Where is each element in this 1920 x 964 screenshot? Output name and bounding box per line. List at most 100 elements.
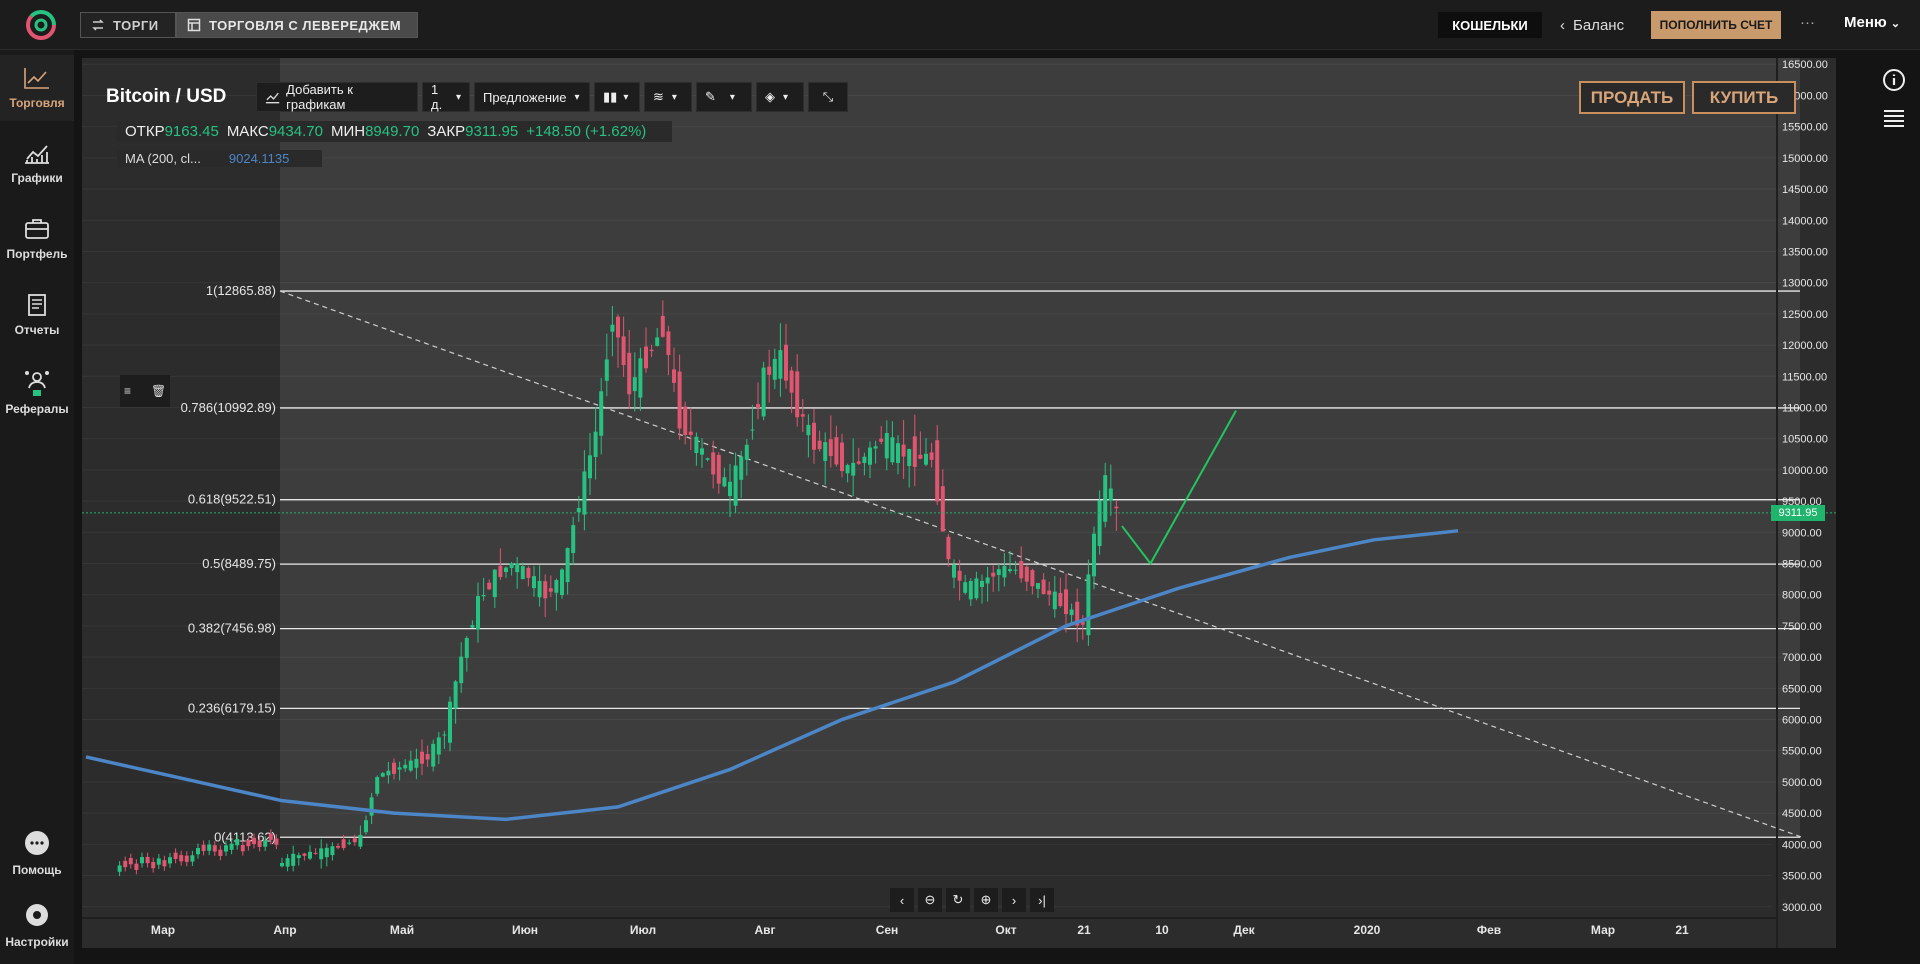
- candle-body: [1108, 488, 1113, 501]
- candle-body: [330, 846, 335, 856]
- candle-body: [313, 852, 318, 854]
- sidebar-item-referrals[interactable]: Рефералы: [0, 358, 74, 424]
- candle-body: [168, 857, 172, 864]
- buy-button[interactable]: КУПИТЬ: [1692, 81, 1796, 114]
- drawing-tools-select[interactable]: ✎ ▾: [696, 82, 752, 112]
- y-tick-label: 16500.00: [1782, 59, 1828, 71]
- help-icon: [25, 831, 49, 855]
- fullscreen-button[interactable]: ⤡: [808, 82, 848, 112]
- price-chart[interactable]: 1(12865.88) 0.786(10992.89) 0.618(9522.51)…: [82, 58, 1836, 948]
- y-tick-label: 8000.00: [1782, 590, 1822, 602]
- candle-body: [896, 443, 900, 463]
- candle-body: [436, 737, 441, 755]
- fib-label: 1(12865.88): [206, 283, 276, 298]
- candle-body: [201, 844, 206, 852]
- candle-body: [1047, 590, 1052, 595]
- y-tick-label: 12500.00: [1782, 309, 1828, 321]
- fib-label: 0.236(6179.15): [188, 700, 276, 715]
- scroll-end-icon[interactable]: ›|: [1030, 888, 1054, 912]
- add-to-charts-button[interactable]: Добавить к графикам: [256, 82, 418, 112]
- candle-body: [683, 406, 688, 435]
- candle-body: [554, 580, 559, 593]
- price-type-select[interactable]: Предложение ▾: [474, 82, 590, 112]
- candle-body: [263, 840, 268, 847]
- chevron-down-icon: ▾: [783, 91, 789, 103]
- y-tick-label: 5500.00: [1782, 746, 1822, 758]
- y-tick-label: 14500.00: [1782, 184, 1828, 196]
- x-tick-label: Фев: [1477, 923, 1501, 937]
- tab-trading[interactable]: ТОРГИ: [80, 12, 176, 38]
- candle-body: [1097, 500, 1102, 547]
- candle-body: [604, 359, 609, 381]
- x-tick-label: Апр: [273, 923, 296, 937]
- y-tick-label: 3500.00: [1782, 871, 1822, 883]
- candle-body: [1080, 622, 1085, 625]
- scroll-right-icon[interactable]: ›: [1002, 888, 1026, 912]
- high-label: МАКС: [226, 123, 269, 140]
- chevron-down-icon: ▾: [623, 91, 629, 103]
- logo-icon[interactable]: [24, 8, 58, 42]
- order-book-icon[interactable]: [1882, 108, 1906, 130]
- y-tick-label: 6500.00: [1782, 683, 1822, 695]
- deposit-button[interactable]: ПОПОЛНИТЬ СЧЕТ: [1651, 11, 1781, 39]
- candle-body: [739, 456, 744, 480]
- indicators-select[interactable]: ≋ ▾: [644, 82, 692, 112]
- balance-toggle[interactable]: ‹ Баланс: [1560, 12, 1624, 38]
- high-value: 9434.70: [268, 123, 323, 140]
- wallets-button[interactable]: КОШЕЛЬКИ: [1438, 12, 1542, 38]
- sidebar-item-help[interactable]: Помощь: [0, 820, 74, 886]
- candle-body: [795, 371, 800, 418]
- layers-select[interactable]: ◈ ▾: [756, 82, 804, 112]
- zoom-out-icon[interactable]: ⊖: [918, 888, 942, 912]
- menu-button[interactable]: Меню ⌄: [1844, 14, 1900, 31]
- sidebar-item-reports[interactable]: Отчеты: [0, 282, 74, 348]
- sidebar-item-portfolio[interactable]: Портфель: [0, 206, 74, 272]
- candle-body: [302, 853, 307, 856]
- fib-tools: ≡ 🗑: [120, 375, 170, 407]
- candle-body: [280, 863, 284, 867]
- candle-body: [935, 440, 940, 502]
- y-tick-label: 10500.00: [1782, 434, 1828, 446]
- candle-body: [392, 762, 396, 774]
- layers-icon: ◈: [765, 89, 775, 104]
- candle-body: [492, 569, 497, 598]
- ma-legend[interactable]: MA (200, cl... 9024.1135: [117, 150, 322, 167]
- tab-leverage[interactable]: ТОРГОВЛЯ С ЛЕВЕРЕДЖЕМ: [176, 12, 418, 38]
- y-tick-label: 6000.00: [1782, 715, 1822, 727]
- sidebar-item-settings[interactable]: Настройки: [0, 892, 74, 958]
- candle-body: [744, 444, 749, 460]
- zoom-in-icon[interactable]: ⊕: [974, 888, 998, 912]
- reset-icon[interactable]: ↻: [946, 888, 970, 912]
- candle-body: [448, 701, 452, 743]
- y-tick-label: 7500.00: [1782, 621, 1822, 633]
- drag-handle-icon[interactable]: ≡: [124, 384, 132, 398]
- scroll-left-icon[interactable]: ‹: [890, 888, 914, 912]
- interval-select[interactable]: 1 д. ▾: [422, 82, 470, 112]
- more-icon[interactable]: ···: [1800, 14, 1815, 31]
- y-tick-label: 11000.00: [1782, 402, 1827, 414]
- info-icon[interactable]: [1882, 68, 1906, 92]
- trash-icon[interactable]: 🗑: [151, 384, 167, 398]
- sidebar-item-trading[interactable]: Торговля: [0, 55, 74, 121]
- candle-body: [509, 563, 514, 569]
- x-tick-label: Мар: [1591, 923, 1615, 937]
- candle-body: [666, 331, 671, 356]
- candle-body: [968, 580, 973, 600]
- candle-body: [1008, 569, 1012, 571]
- y-tick-label: 13000.00: [1782, 278, 1828, 290]
- candle-body: [408, 760, 413, 771]
- chart-navigation: ‹ ⊖ ↻ ⊕ › ›|: [890, 888, 1054, 912]
- candle-body: [369, 797, 374, 816]
- candle-body: [375, 777, 380, 794]
- candle-body: [1058, 592, 1063, 607]
- chart-type-select[interactable]: ▮▮ ▾: [594, 82, 640, 112]
- candle-body: [117, 865, 122, 872]
- candle-body: [453, 681, 458, 709]
- candle-body: [952, 564, 956, 578]
- sidebar-item-charts[interactable]: Графики: [0, 130, 74, 196]
- candle-body: [308, 851, 312, 859]
- y-tick-label: 15500.00: [1782, 122, 1828, 134]
- sell-button[interactable]: ПРОДАТЬ: [1579, 81, 1685, 114]
- indicators-icon: ≋: [653, 89, 664, 104]
- projection-line: [1121, 410, 1237, 566]
